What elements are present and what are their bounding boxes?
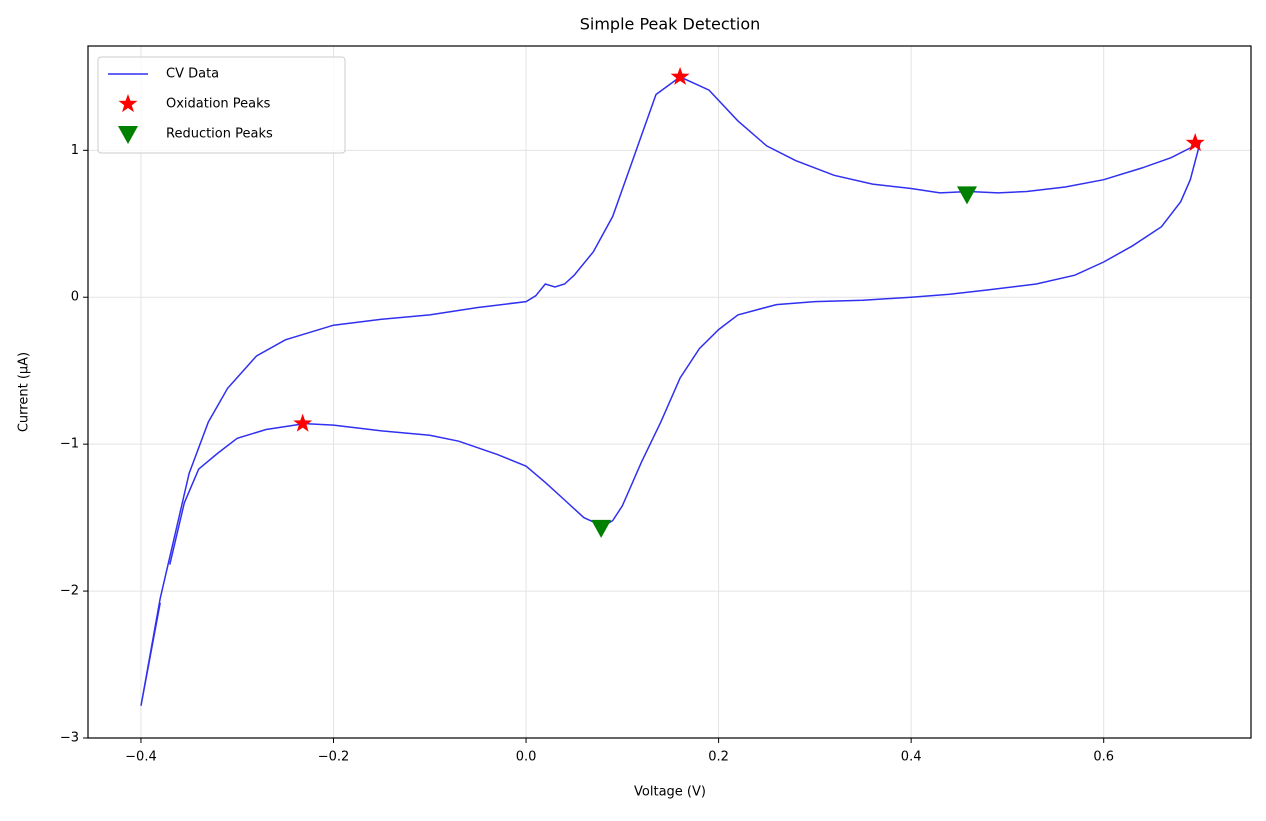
- reduction-peak: [591, 519, 612, 538]
- chart-title: Simple Peak Detection: [580, 15, 761, 34]
- y-tick-label: 1: [71, 143, 79, 158]
- y-tick-label: −3: [60, 731, 79, 746]
- oxidation-peak: [1185, 133, 1205, 152]
- oxidation-peak: [293, 413, 313, 432]
- legend-marker: [118, 94, 138, 113]
- reduction-peak: [956, 186, 977, 205]
- x-tick-label: 0.0: [516, 750, 537, 765]
- y-tick-label: −2: [60, 584, 79, 599]
- x-tick-label: 0.2: [708, 750, 729, 765]
- x-axis-label: Voltage (V): [634, 785, 706, 800]
- x-tick-label: 0.6: [1093, 750, 1114, 765]
- oxidation-peak: [670, 66, 690, 85]
- legend-label: Oxidation Peaks: [166, 97, 271, 112]
- plot-frame: [87, 45, 1252, 739]
- legend-label: CV Data: [166, 67, 219, 82]
- y-tick-label: 0: [71, 290, 79, 305]
- x-tick-label: −0.4: [125, 750, 157, 765]
- y-axis-label: Current (μA): [17, 352, 32, 432]
- x-tick-label: −0.2: [318, 750, 350, 765]
- y-tick-label: −1: [60, 437, 79, 452]
- x-tick-label: 0.4: [901, 750, 922, 765]
- legend-marker: [118, 126, 138, 144]
- cv-line: [140, 76, 1202, 706]
- legend-box: [97, 56, 346, 154]
- legend-label: Reduction Peaks: [166, 127, 273, 142]
